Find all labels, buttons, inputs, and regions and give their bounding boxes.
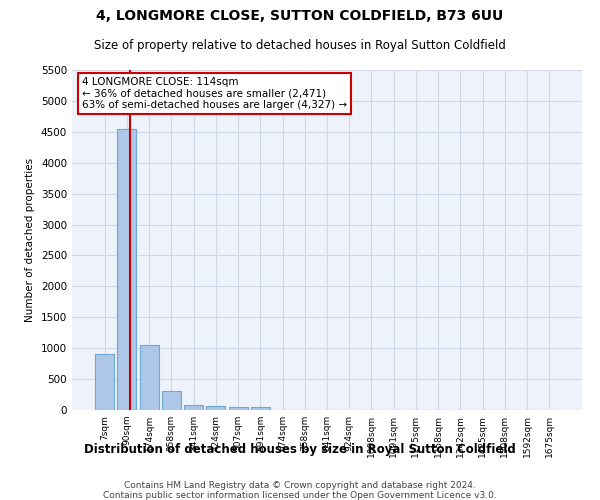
Bar [95,354,114,410]
Bar [251,407,270,410]
Bar [229,407,248,410]
Bar [140,345,158,410]
Bar [206,406,225,410]
Bar [184,406,203,410]
Text: 4 LONGMORE CLOSE: 114sqm
← 36% of detached houses are smaller (2,471)
63% of sem: 4 LONGMORE CLOSE: 114sqm ← 36% of detach… [82,77,347,110]
Text: Contains public sector information licensed under the Open Government Licence v3: Contains public sector information licen… [103,491,497,500]
Text: Distribution of detached houses by size in Royal Sutton Coldfield: Distribution of detached houses by size … [84,442,516,456]
Text: Size of property relative to detached houses in Royal Sutton Coldfield: Size of property relative to detached ho… [94,39,506,52]
Y-axis label: Number of detached properties: Number of detached properties [25,158,35,322]
Text: 4, LONGMORE CLOSE, SUTTON COLDFIELD, B73 6UU: 4, LONGMORE CLOSE, SUTTON COLDFIELD, B73… [97,9,503,23]
Bar [162,392,181,410]
Bar [118,128,136,410]
Text: Contains HM Land Registry data © Crown copyright and database right 2024.: Contains HM Land Registry data © Crown c… [124,481,476,490]
